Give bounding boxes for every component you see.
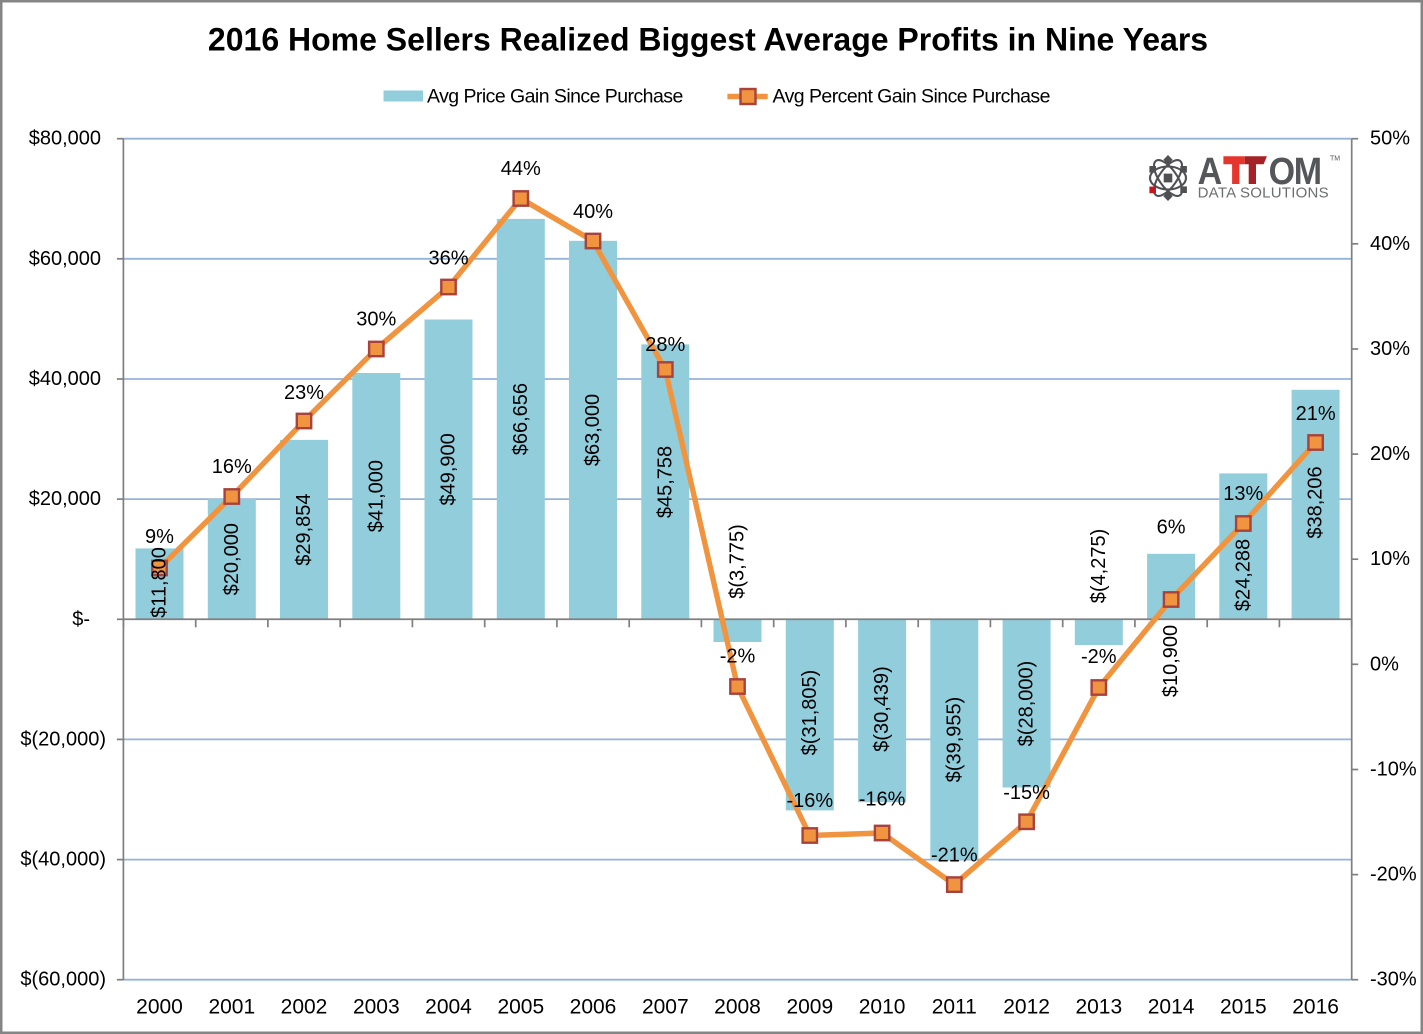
svg-text:2014: 2014 — [1148, 996, 1195, 1019]
svg-text:30%: 30% — [1370, 338, 1410, 360]
svg-text:$(40,000): $(40,000) — [20, 849, 106, 871]
svg-text:$80,000: $80,000 — [29, 128, 101, 150]
svg-text:$49,900: $49,900 — [438, 433, 460, 505]
svg-text:40%: 40% — [1370, 233, 1410, 255]
svg-text:2007: 2007 — [642, 996, 689, 1019]
svg-text:$66,656: $66,656 — [510, 383, 532, 455]
svg-text:$45,758: $45,758 — [654, 446, 676, 518]
svg-text:2005: 2005 — [497, 996, 544, 1019]
svg-text:-16%: -16% — [859, 789, 906, 811]
svg-text:2015: 2015 — [1220, 996, 1267, 1019]
svg-text:$(20,000): $(20,000) — [20, 728, 106, 750]
svg-text:-2%: -2% — [1081, 646, 1117, 668]
svg-text:2003: 2003 — [353, 996, 400, 1019]
svg-text:2013: 2013 — [1075, 996, 1122, 1019]
svg-text:$24,288: $24,288 — [1232, 539, 1254, 611]
svg-text:$(3,775): $(3,775) — [727, 524, 749, 599]
svg-text:40%: 40% — [573, 201, 613, 223]
svg-text:36%: 36% — [428, 248, 468, 270]
svg-text:-10%: -10% — [1370, 759, 1417, 781]
svg-text:2006: 2006 — [570, 996, 617, 1019]
svg-text:$10,900: $10,900 — [1160, 625, 1182, 697]
svg-text:2001: 2001 — [208, 996, 255, 1019]
svg-text:-21%: -21% — [931, 845, 978, 867]
svg-text:$(31,805): $(31,805) — [799, 670, 821, 756]
svg-text:$(60,000): $(60,000) — [20, 969, 106, 991]
svg-text:2000: 2000 — [136, 996, 183, 1019]
svg-text:6%: 6% — [1157, 517, 1186, 539]
svg-text:16%: 16% — [212, 456, 252, 478]
svg-text:-30%: -30% — [1370, 969, 1417, 991]
svg-text:50%: 50% — [1370, 128, 1410, 150]
svg-text:$20,000: $20,000 — [221, 523, 243, 595]
svg-text:-15%: -15% — [1003, 782, 1050, 804]
svg-text:2002: 2002 — [281, 996, 328, 1019]
svg-text:44%: 44% — [501, 158, 541, 180]
svg-text:2016 Home Sellers Realized Big: 2016 Home Sellers Realized Biggest Avera… — [208, 22, 1208, 58]
svg-text:$11,800: $11,800 — [149, 547, 171, 618]
svg-text:$29,854: $29,854 — [293, 493, 315, 565]
svg-text:$-: $- — [72, 608, 90, 630]
svg-text:23%: 23% — [284, 382, 324, 404]
svg-text:2012: 2012 — [1003, 996, 1050, 1019]
svg-text:$(28,000): $(28,000) — [1016, 661, 1038, 747]
svg-text:2011: 2011 — [932, 996, 977, 1019]
svg-text:10%: 10% — [1370, 548, 1410, 570]
svg-text:$41,000: $41,000 — [365, 460, 387, 532]
svg-text:9%: 9% — [145, 526, 174, 548]
svg-text:$60,000: $60,000 — [29, 248, 101, 270]
svg-text:-2%: -2% — [720, 646, 756, 668]
svg-text:Avg Percent Gain Since Purchas: Avg Percent Gain Since Purchase — [773, 86, 1050, 108]
svg-text:13%: 13% — [1223, 483, 1263, 505]
svg-text:DATA SOLUTIONS: DATA SOLUTIONS — [1198, 185, 1329, 202]
svg-text:2009: 2009 — [786, 996, 833, 1019]
svg-text:Avg Price Gain Since Purchase: Avg Price Gain Since Purchase — [427, 86, 683, 108]
svg-text:20%: 20% — [1370, 443, 1410, 465]
svg-text:2016: 2016 — [1292, 996, 1339, 1019]
svg-text:-20%: -20% — [1370, 864, 1417, 886]
svg-text:$(30,439): $(30,439) — [871, 666, 893, 752]
svg-text:$(39,955): $(39,955) — [943, 697, 965, 783]
svg-text:2008: 2008 — [714, 996, 761, 1019]
svg-text:$20,000: $20,000 — [29, 488, 101, 510]
svg-text:$63,000: $63,000 — [582, 394, 604, 466]
svg-text:2004: 2004 — [425, 996, 472, 1019]
svg-text:-16%: -16% — [786, 790, 833, 812]
svg-text:30%: 30% — [356, 309, 396, 331]
svg-text:2010: 2010 — [859, 996, 906, 1019]
svg-text:OM: OM — [1269, 149, 1321, 192]
svg-text:28%: 28% — [645, 334, 685, 356]
svg-text:21%: 21% — [1296, 403, 1336, 425]
svg-text:$40,000: $40,000 — [29, 368, 101, 390]
svg-text:$38,206: $38,206 — [1305, 466, 1327, 538]
svg-text:$(4,275): $(4,275) — [1088, 529, 1110, 604]
svg-text:0%: 0% — [1370, 653, 1399, 675]
svg-text:A: A — [1198, 149, 1223, 192]
svg-text:TM: TM — [1330, 156, 1340, 163]
